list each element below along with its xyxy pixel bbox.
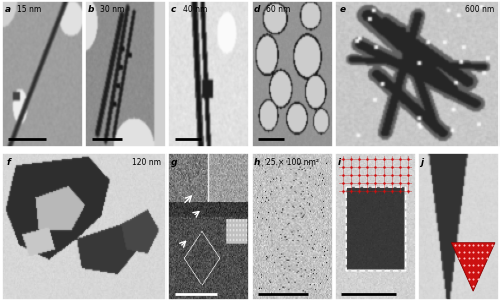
Text: b: b [88,5,94,14]
Text: a: a [4,5,10,14]
Text: 120 nm: 120 nm [132,158,161,167]
Text: j: j [420,158,424,167]
Text: 25 × 100 nm²: 25 × 100 nm² [266,158,320,167]
Text: d: d [254,5,260,14]
Text: 15 nm: 15 nm [16,5,41,14]
Text: f: f [7,158,11,167]
Text: g: g [171,158,177,167]
Text: i: i [338,158,340,167]
Text: h: h [254,158,260,167]
Text: 30 nm: 30 nm [100,5,124,14]
Text: 60 nm: 60 nm [266,5,290,14]
Text: e: e [340,5,346,14]
Text: 600 nm: 600 nm [465,5,494,14]
Text: 40 nm: 40 nm [183,5,208,14]
Text: c: c [171,5,176,14]
